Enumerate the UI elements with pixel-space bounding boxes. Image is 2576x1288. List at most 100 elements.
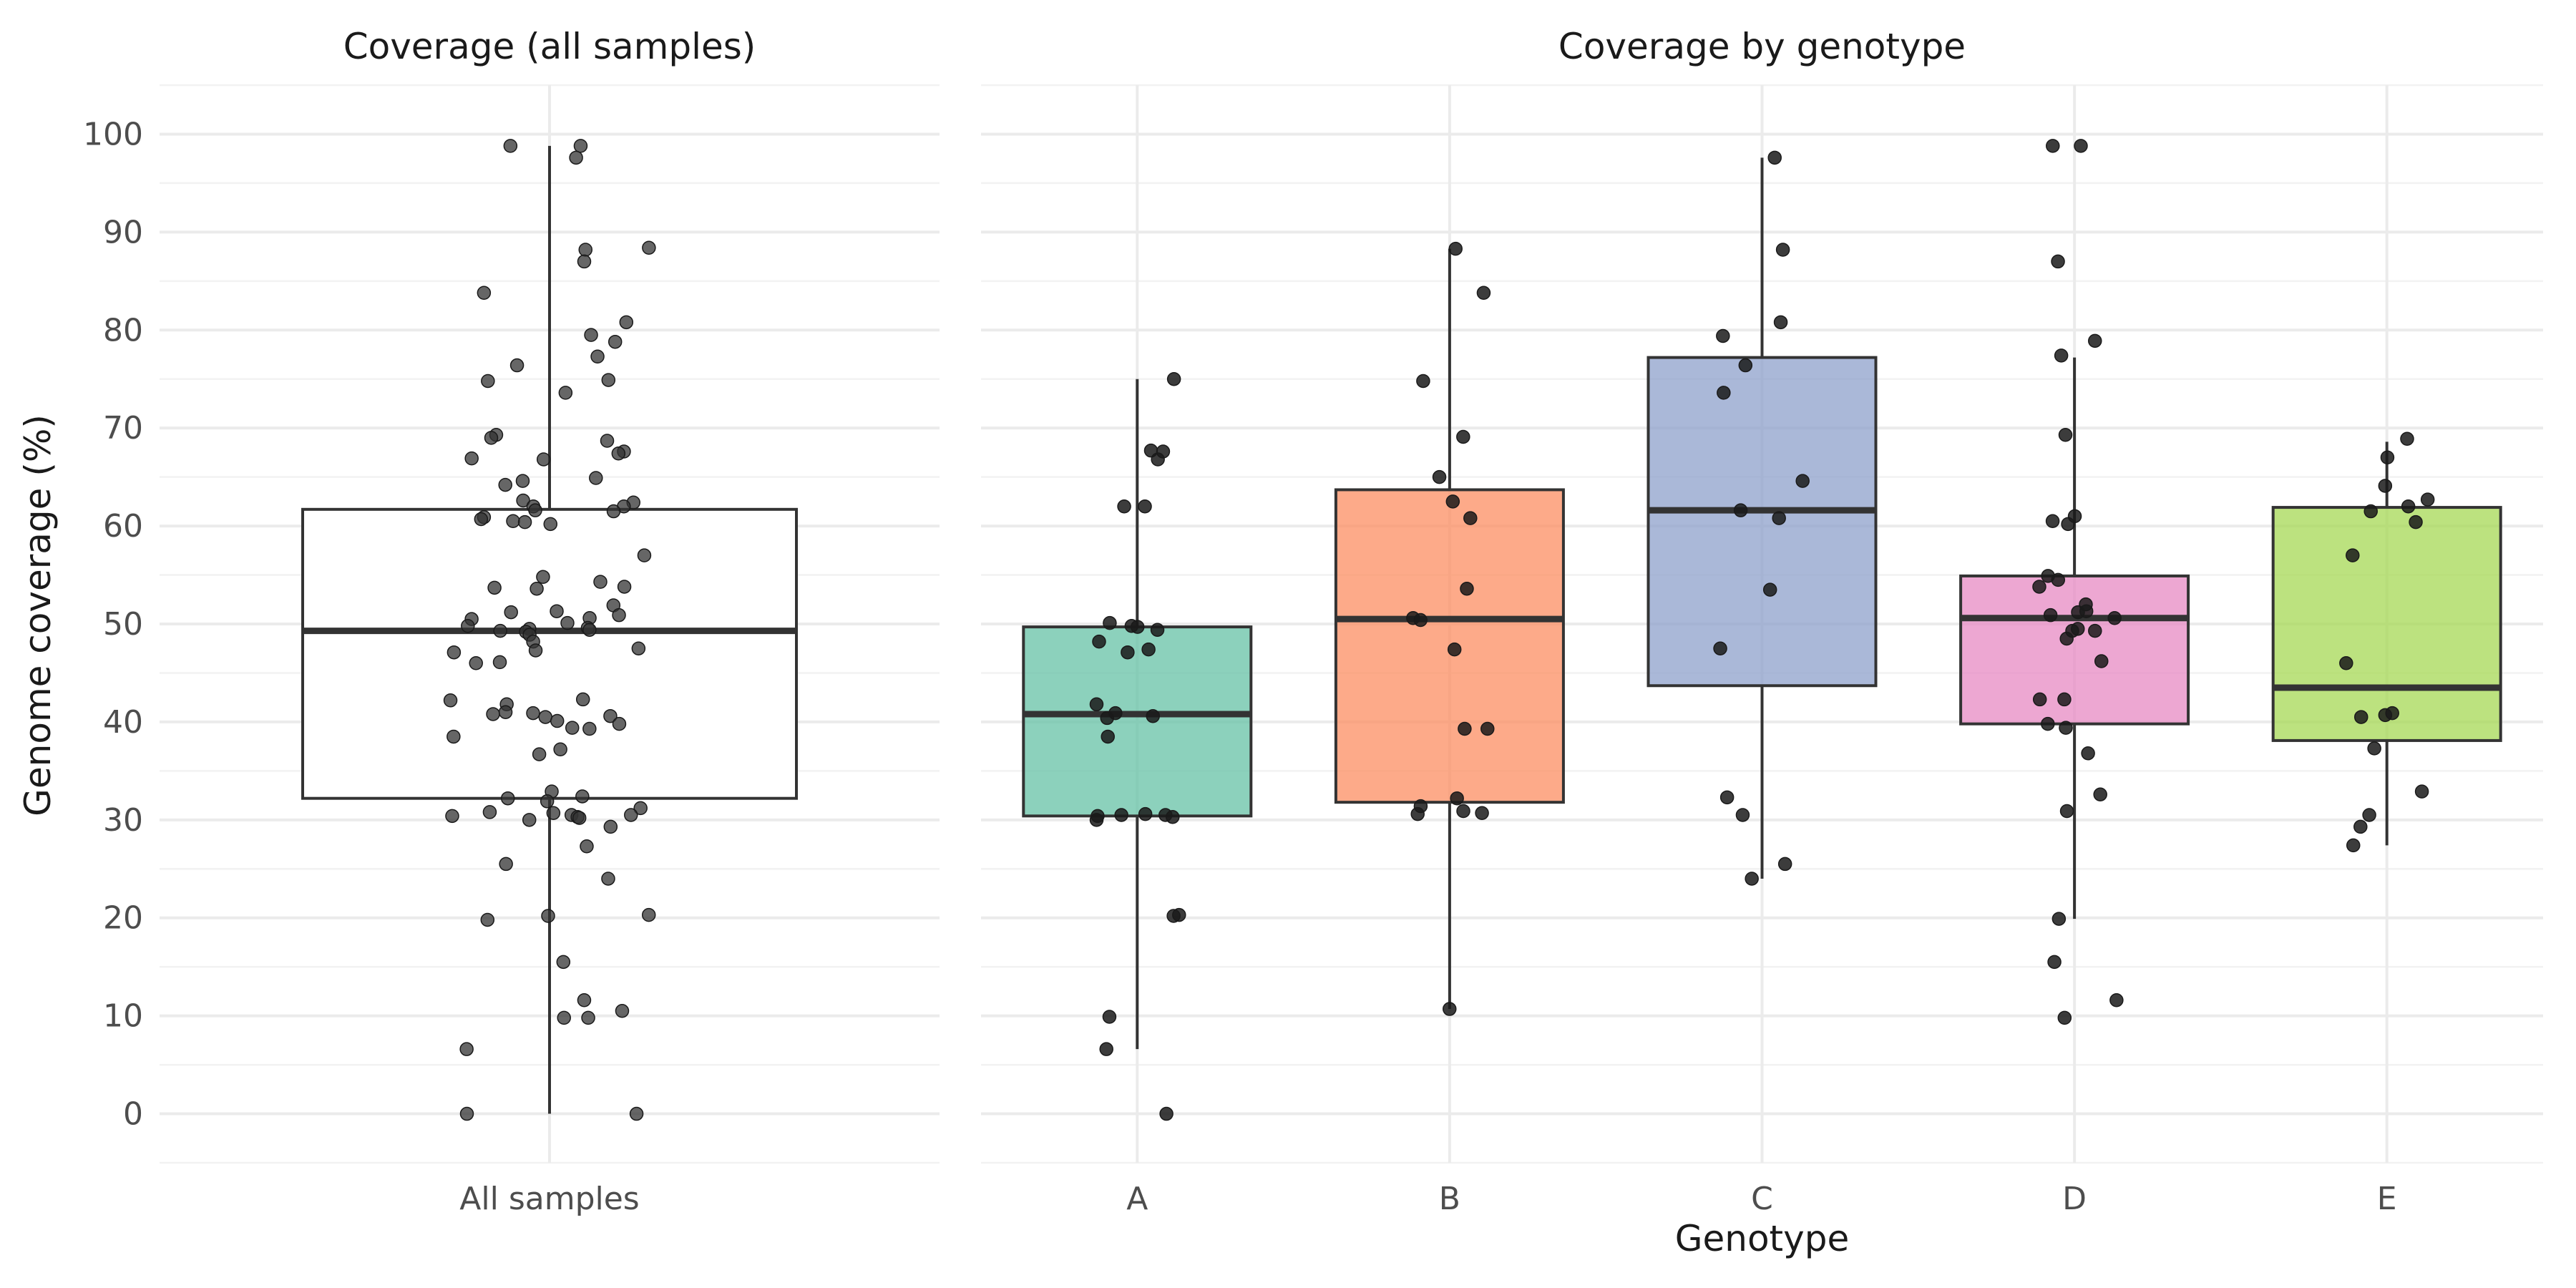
data-point xyxy=(1795,474,1810,488)
y-tick-label: 30 xyxy=(103,802,143,839)
data-point xyxy=(2093,787,2107,801)
data-point xyxy=(578,243,592,257)
data-point xyxy=(629,1106,644,1121)
data-point xyxy=(1719,790,1735,805)
data-point xyxy=(515,474,530,488)
data-point xyxy=(593,575,608,589)
data-point xyxy=(498,477,512,492)
box-e xyxy=(2271,506,2502,742)
data-point xyxy=(2047,955,2062,970)
data-point xyxy=(498,705,513,719)
data-point xyxy=(492,655,507,670)
data-point xyxy=(477,286,492,300)
data-point xyxy=(1117,499,1131,514)
data-point xyxy=(582,721,597,736)
y-tick-label: 80 xyxy=(103,312,143,348)
y-tick-labels: 0 10 20 30 40 50 60 70 80 90 100 xyxy=(83,116,143,1132)
data-point xyxy=(2041,716,2055,731)
data-point xyxy=(2409,514,2423,530)
data-point xyxy=(480,912,495,927)
data-point xyxy=(536,570,550,585)
data-point xyxy=(2045,514,2060,528)
data-point xyxy=(2378,708,2393,723)
data-point xyxy=(481,374,495,389)
data-point xyxy=(487,580,502,595)
data-point xyxy=(2400,431,2414,446)
data-point xyxy=(2058,428,2073,442)
data-point xyxy=(608,334,623,349)
data-point xyxy=(2032,692,2047,707)
panel-by-genotype: Coverage by genotype A B C D E Genotype xyxy=(981,26,2543,1259)
data-point xyxy=(1102,1010,1117,1024)
y-tick-label: 70 xyxy=(103,410,143,447)
data-point xyxy=(447,645,462,660)
data-point xyxy=(2362,808,2376,822)
data-point xyxy=(526,706,540,721)
data-point xyxy=(2363,504,2378,519)
box-d xyxy=(1959,574,2190,726)
data-point xyxy=(1141,642,1156,657)
data-point xyxy=(1158,808,1173,822)
data-point xyxy=(606,504,621,519)
data-point xyxy=(611,447,626,461)
data-point xyxy=(1475,806,1489,820)
data-point xyxy=(1745,872,1759,886)
data-point xyxy=(536,452,551,467)
data-point xyxy=(1450,791,1464,806)
data-point xyxy=(569,150,583,165)
data-point xyxy=(1432,469,1447,484)
data-point xyxy=(2071,605,2085,620)
data-point xyxy=(558,386,573,400)
data-point xyxy=(459,1106,474,1121)
data-point xyxy=(1406,611,1420,625)
y-tick-label: 100 xyxy=(83,116,143,152)
data-point xyxy=(560,615,575,630)
data-point xyxy=(1089,697,1104,712)
y-tick-label: 10 xyxy=(103,998,143,1035)
data-point xyxy=(1091,809,1105,824)
data-point xyxy=(615,1004,630,1018)
data-point xyxy=(612,608,626,623)
data-point xyxy=(633,801,648,816)
data-point xyxy=(2414,784,2429,799)
panel-title-all-samples: Coverage (all samples) xyxy=(343,26,756,67)
data-point xyxy=(1443,1002,1457,1016)
data-point xyxy=(1099,1042,1113,1056)
data-point xyxy=(482,805,497,819)
data-point xyxy=(1138,499,1152,514)
data-point xyxy=(1456,804,1470,819)
y-tick-label: 50 xyxy=(103,606,143,643)
data-point xyxy=(1767,150,1782,165)
x-tick-label: A xyxy=(1126,1181,1148,1217)
data-point xyxy=(612,716,627,731)
data-point xyxy=(1772,511,1786,525)
data-point xyxy=(474,512,489,527)
data-point xyxy=(1445,494,1460,509)
data-point xyxy=(2032,580,2046,594)
data-point xyxy=(499,857,513,872)
x-tick-labels-left: All samples xyxy=(459,1181,639,1217)
data-point xyxy=(1121,645,1135,660)
data-point xyxy=(447,729,461,744)
data-point xyxy=(2054,348,2069,363)
data-point xyxy=(581,1010,595,1025)
x-tick-label: All samples xyxy=(459,1181,639,1217)
boxes-left xyxy=(301,145,798,1114)
x-tick-labels-right: A B C D E xyxy=(1126,1181,2396,1217)
data-point xyxy=(2081,746,2095,761)
data-point xyxy=(584,328,598,342)
data-point xyxy=(2107,611,2122,625)
x-tick-label: E xyxy=(2377,1181,2397,1217)
data-point xyxy=(2087,333,2102,348)
data-point xyxy=(553,742,567,756)
data-point xyxy=(509,358,525,373)
data-point xyxy=(1448,241,1463,256)
panel-all-samples: Coverage (all samples) 0 10 20 30 40 50 60 70 80… xyxy=(83,26,940,1217)
data-point xyxy=(1100,711,1114,726)
data-point xyxy=(2109,992,2124,1008)
data-point xyxy=(2401,499,2416,514)
data-point xyxy=(443,693,458,708)
data-point xyxy=(1101,729,1115,744)
y-axis-title: Genome coverage (%) xyxy=(17,414,59,816)
data-point xyxy=(2339,656,2353,670)
